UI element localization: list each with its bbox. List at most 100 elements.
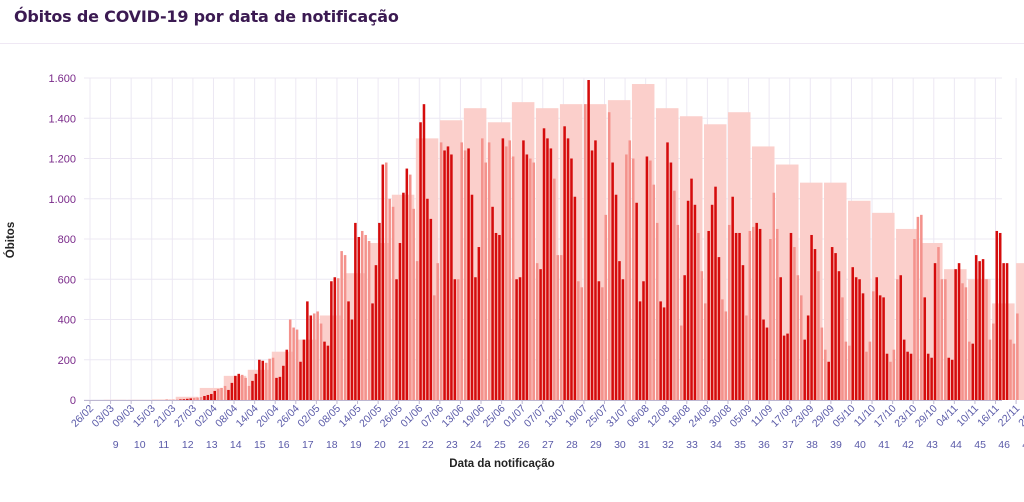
date-tick-label: 02/04 [193,403,220,430]
daily-bar [498,234,501,400]
daily-bar [937,247,940,400]
daily-bar [669,162,673,400]
daily-bar [477,247,481,400]
daily-bar [607,112,611,401]
date-tick-label: 08/04 [213,403,240,430]
daily-bar [542,128,546,400]
week-axis-ticks: 9 10 11 12 13 14 15 16 17 18 19 20 21 22 23 24 25 26 27 28 2… [113,439,1024,451]
week-tick-label: 13 [206,439,218,451]
daily-bar [511,156,515,400]
daily-bar [278,376,282,400]
daily-bar [673,190,676,400]
daily-bar [367,241,371,400]
daily-bar [899,275,903,400]
daily-bar [748,230,752,400]
y-tick-label: 1.400 [48,113,76,125]
y-tick-label: 600 [58,274,76,286]
daily-bar [604,214,608,400]
date-tick-label: 03/03 [90,403,117,430]
daily-bar [638,301,642,400]
daily-bar [930,357,933,400]
week-tick-label: 21 [398,439,410,451]
daily-bar [494,232,498,400]
daily-bar [618,261,621,400]
daily-bar [563,126,566,401]
daily-bar [772,192,776,400]
daily-bar [902,339,906,400]
daily-bar [199,396,203,400]
daily-bar [926,353,930,400]
daily-bar [429,218,433,400]
chart-title: Óbitos de COVID-19 por data de notificaç… [14,7,399,26]
date-tick-label: 07/07 [522,403,549,430]
daily-bar [964,287,968,400]
weekly-bar [175,396,199,400]
daily-bar [422,104,426,400]
daily-bar [275,377,278,400]
daily-bar [947,357,951,400]
daily-bar [261,360,265,400]
daily-bar [227,389,230,400]
daily-bar [721,299,724,400]
daily-bar [940,279,944,400]
daily-bar [830,247,834,400]
daily-bar [765,327,769,400]
daily-bar [268,358,271,400]
daily-bar [793,247,796,400]
daily-bar [254,373,258,400]
date-tick-label: 17/09 [769,403,796,430]
daily-bar [625,154,628,400]
daily-bar [354,222,357,400]
week-tick-label: 25 [494,439,506,451]
week-tick-label: 9 [113,439,119,451]
daily-bar [439,142,443,400]
daily-bar [683,275,686,400]
week-tick-label: 43 [926,439,938,451]
y-tick-label: 0 [70,395,76,407]
daily-bar [789,232,793,400]
daily-bar [745,315,748,400]
daily-bar [868,341,872,400]
daily-bar [251,380,254,400]
daily-bar [666,142,669,400]
week-tick-label: 30 [614,439,626,451]
daily-bar [690,178,693,400]
date-tick-label: 16/11 [975,403,1002,430]
daily-bar [659,301,662,400]
daily-bar [508,140,511,400]
daily-bar [957,263,961,400]
daily-bar [707,230,710,400]
daily-bar [837,271,841,400]
y-tick-label: 1.600 [48,73,76,85]
daily-bar [1005,263,1009,400]
daily-bar [192,397,196,400]
daily-bar [306,301,309,400]
date-tick-label: 18/08 [666,403,693,430]
week-tick-label: 40 [854,439,866,451]
daily-bar [247,385,251,400]
week-tick-label: 23 [446,439,458,451]
date-tick-label: 14/04 [234,403,261,430]
daily-bar [237,373,241,400]
daily-bar [1002,263,1005,400]
date-tick-label: 22/11 [996,403,1023,430]
daily-bar [419,122,422,401]
week-tick-label: 20 [374,439,386,451]
daily-bar [264,362,268,400]
daily-bar [985,279,988,400]
week-tick-label: 33 [686,439,698,451]
date-tick-label: 29/09 [810,403,837,430]
daily-bar [213,390,217,400]
week-tick-label: 44 [950,439,962,451]
daily-bar [913,239,916,400]
daily-bar [971,343,975,400]
daily-bar [216,388,220,400]
daily-bar [769,239,772,400]
daily-bar [1016,313,1019,400]
daily-bar [532,162,535,400]
week-tick-label: 46 [998,439,1010,451]
daily-bar [751,226,755,400]
week-tick-label: 34 [710,439,722,451]
y-tick-label: 1.000 [48,194,76,206]
date-tick-label: 02/05 [295,403,322,430]
